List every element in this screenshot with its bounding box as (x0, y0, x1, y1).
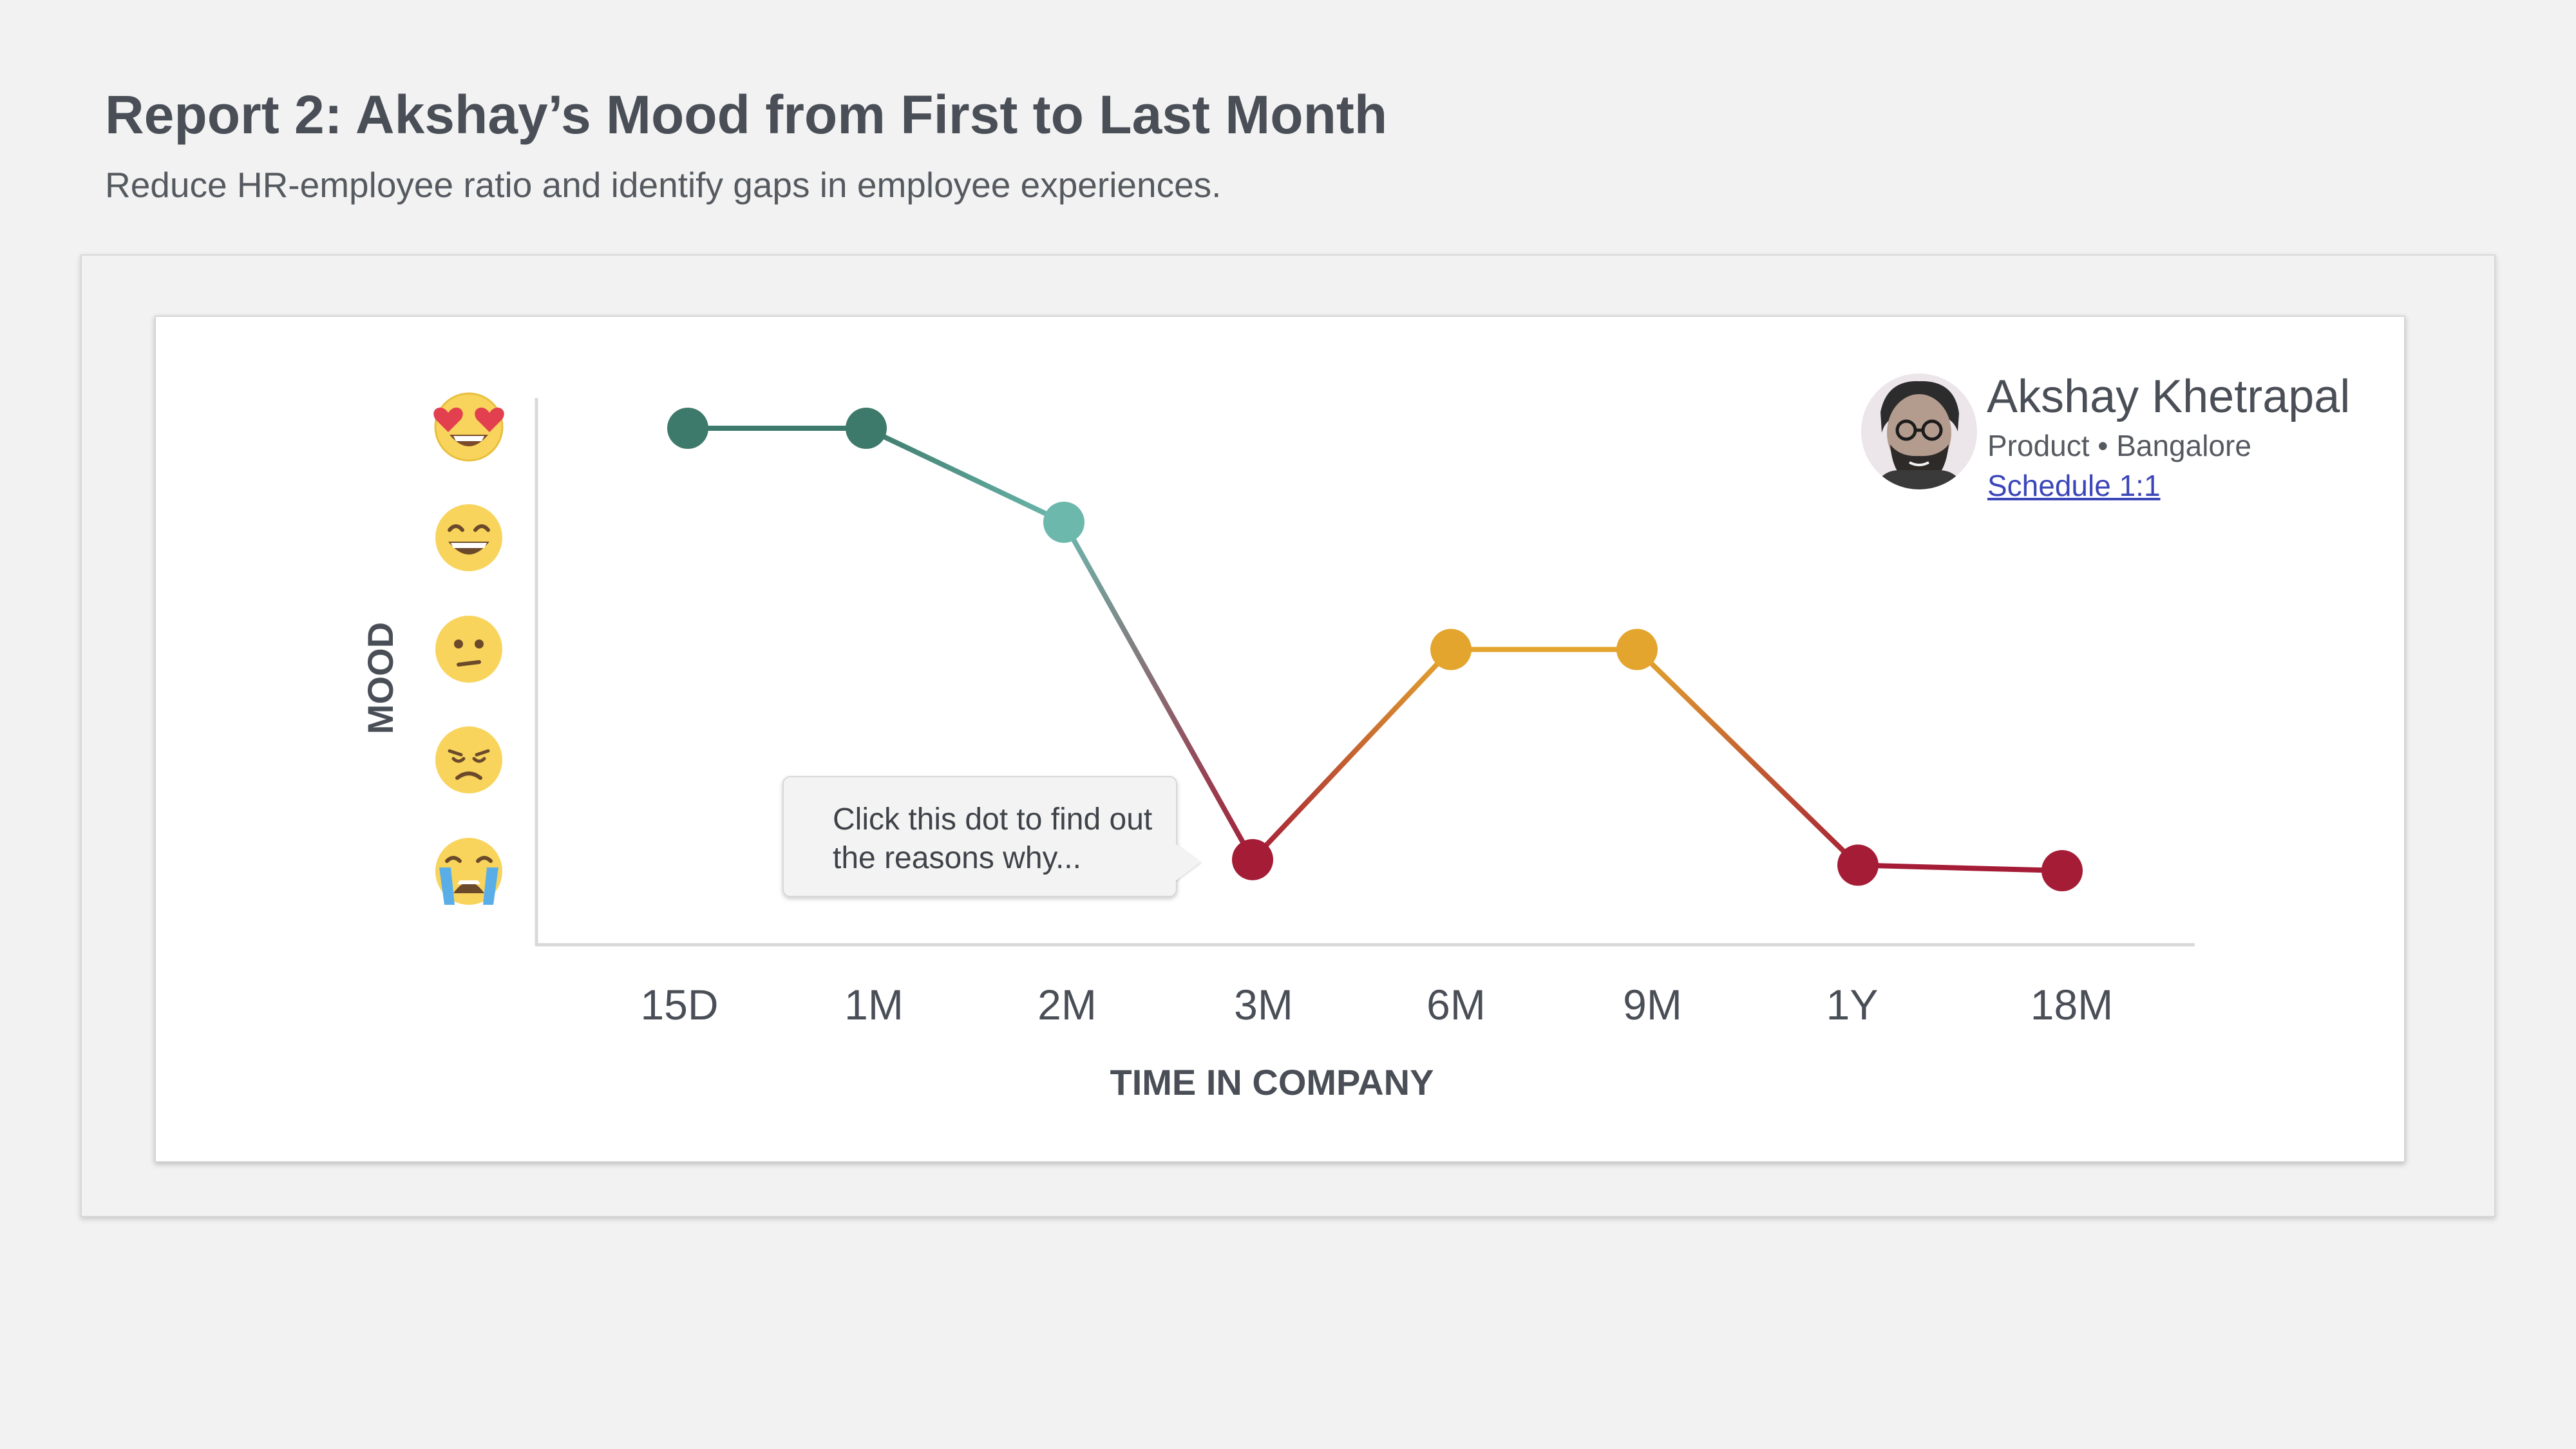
data-point-3m[interactable] (1232, 838, 1273, 880)
line-segment-3m-6m (1250, 647, 1454, 862)
data-point-18m[interactable] (2041, 850, 2083, 891)
report-subtitle: Reduce HR-employee ratio and identify ga… (105, 165, 1222, 205)
callout-tooltip: Click this dot to find out the reasons w… (782, 776, 1177, 897)
callout-pointer (1175, 843, 1200, 882)
confused-face-icon (435, 616, 502, 683)
schedule-1-1-link[interactable]: Schedule 1:1 (1987, 469, 2161, 502)
x-tick-label-9m: 9M (1623, 981, 1682, 1028)
x-tick-label-18m: 18M (2031, 981, 2113, 1028)
employee-name: Akshay Khetrapal (1987, 371, 2351, 422)
line-segment-1y-18m (1855, 862, 2065, 873)
y-axis-label: MOOD (360, 622, 401, 734)
heart-eyes-face-icon (433, 392, 504, 462)
data-point-9m[interactable] (1616, 629, 1658, 670)
x-tick-label-1y: 1Y (1826, 981, 1879, 1028)
data-point-15d[interactable] (667, 408, 708, 449)
callout-text: Click this dot to find out the reasons w… (833, 802, 1153, 875)
x-tick-label-2m: 2M (1037, 981, 1097, 1028)
crying-face-icon (435, 838, 502, 905)
chart-card (155, 316, 2405, 1162)
report-title-rest: : Akshay’s Mood from First to Last Month (324, 84, 1388, 145)
report-title: Report 2: Akshay’s Mood from First to La… (105, 84, 1387, 146)
data-point-6m[interactable] (1430, 629, 1472, 670)
line-segment-1m-2m (864, 426, 1066, 525)
line-segment-2m-3m (1061, 519, 1255, 862)
x-tick-label-15d: 15D (640, 981, 718, 1028)
report-title-prefix: Report 2 (105, 84, 325, 145)
data-point-2m[interactable] (1043, 501, 1084, 543)
x-axis-label: TIME IN COMPANY (1110, 1062, 1434, 1103)
grinning-face-icon (435, 504, 502, 571)
data-point-1y[interactable] (1837, 844, 1879, 886)
x-tick-label-1m: 1M (844, 981, 904, 1028)
disappointed-face-icon (435, 726, 502, 793)
x-tick-label-3m: 3M (1234, 981, 1293, 1028)
data-point-1m[interactable] (846, 408, 887, 449)
employee-team-location: Product • Bangalore (1987, 429, 2251, 462)
line-segment-9m-1y (1634, 647, 1861, 868)
x-tick-label-6m: 6M (1426, 981, 1486, 1028)
avatar[interactable] (1861, 374, 1977, 489)
